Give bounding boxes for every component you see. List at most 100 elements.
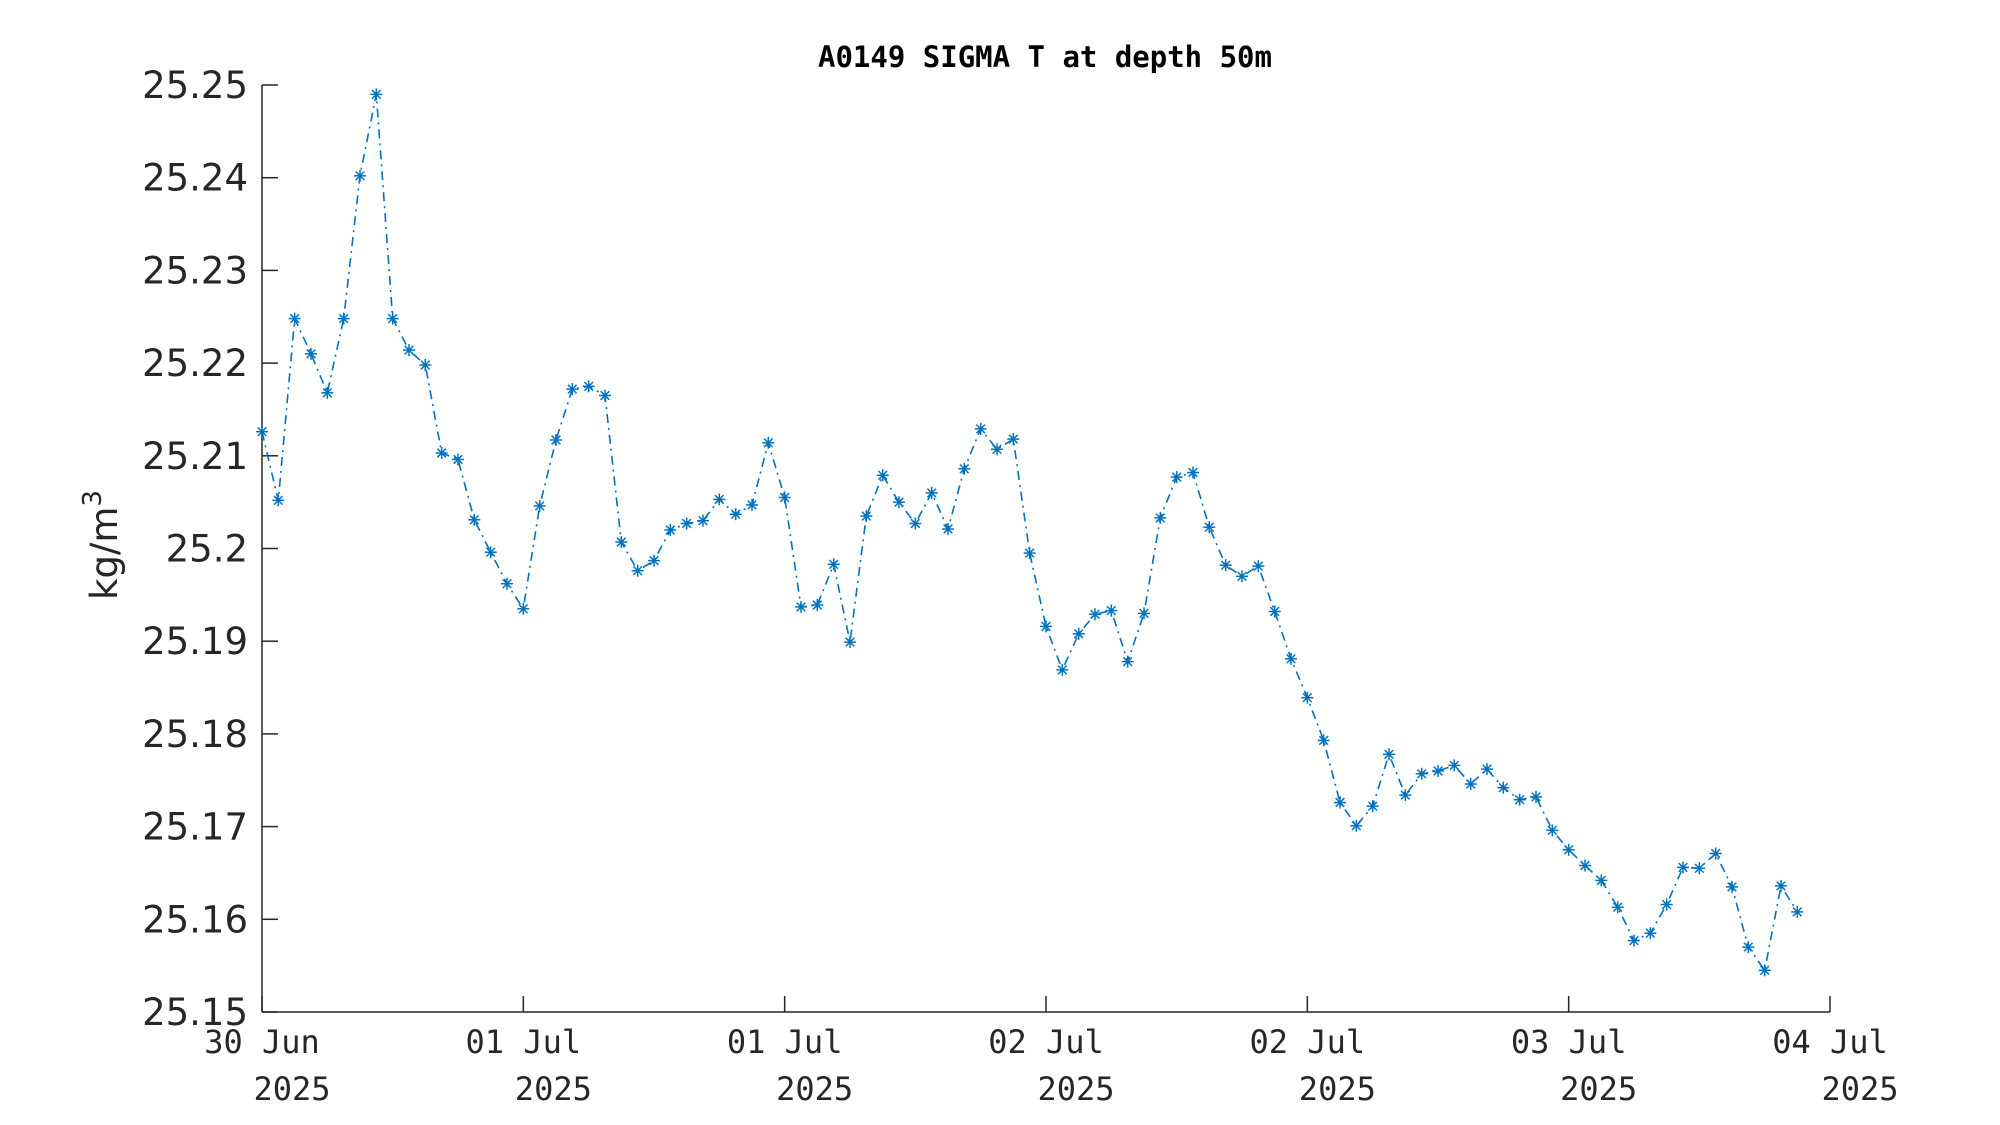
data-point-marker (1530, 790, 1542, 803)
y-tick-label: 25.24 (142, 157, 248, 200)
x-tick-label-day: 01 Jul (466, 1023, 582, 1061)
data-point-marker (1415, 767, 1428, 780)
x-tick-label-year: 2025 (515, 1070, 592, 1108)
data-point-marker (1709, 847, 1722, 860)
data-point-marker (942, 523, 954, 535)
data-point-marker (974, 422, 987, 435)
data-point-marker (1448, 759, 1461, 772)
y-tick-label: 25.15 (142, 991, 248, 1034)
data-point-marker (844, 636, 856, 649)
x-tick-label-year: 2025 (776, 1070, 853, 1108)
data-point-marker (1219, 559, 1232, 572)
data-point-marker (1023, 547, 1036, 560)
data-point-marker (1644, 927, 1657, 940)
y-tick-label: 25.25 (142, 64, 248, 107)
data-point-marker (1236, 570, 1248, 583)
chart-title: A0149 SIGMA T at depth 50m (818, 40, 1272, 74)
data-point-marker (860, 510, 873, 523)
x-tick-label-year: 2025 (253, 1070, 330, 1108)
data-point-marker (566, 383, 579, 396)
data-point-marker (1513, 793, 1526, 806)
data-point-marker (501, 577, 513, 590)
data-point-marker (1660, 898, 1673, 911)
data-point-marker (1546, 824, 1559, 837)
data-point-marker (1383, 748, 1395, 761)
data-point-marker (827, 558, 840, 571)
data-point-marker (1497, 781, 1510, 794)
data-point-marker (1301, 691, 1314, 704)
y-tick-label: 25.16 (142, 898, 248, 941)
data-point-marker (550, 434, 562, 446)
data-point-marker (1268, 605, 1281, 618)
data-point-marker (582, 380, 595, 393)
data-point-marker (1203, 521, 1216, 534)
data-point-marker (876, 469, 889, 482)
data-point-marker (746, 498, 758, 511)
data-point-marker (1758, 964, 1771, 977)
data-point-marker (354, 169, 366, 182)
data-point-marker (680, 517, 693, 530)
data-point-marker (1611, 901, 1624, 914)
data-point-marker (991, 443, 1003, 456)
x-tick-label-day: 30 Jun (204, 1023, 320, 1061)
data-point-marker (778, 491, 791, 504)
data-point-marker (1040, 620, 1052, 633)
x-tick-label-year: 2025 (1821, 1070, 1898, 1108)
y-axis-label-base: kg/m (83, 507, 126, 600)
data-point-marker (1317, 734, 1330, 747)
x-tick-label-year: 2025 (1299, 1070, 1376, 1108)
data-point-marker (1366, 800, 1379, 813)
y-tick-label: 25.18 (142, 713, 248, 756)
data-point-marker (893, 496, 905, 509)
series-layer (256, 88, 1804, 977)
data-point-marker (1791, 905, 1804, 918)
y-axis-label-superscript: 3 (78, 490, 108, 507)
data-point-marker (615, 536, 628, 548)
data-point-marker (1399, 789, 1412, 802)
x-tick-label-year: 2025 (1037, 1070, 1114, 1108)
data-point-marker (1252, 560, 1265, 573)
y-tick-label: 25.22 (142, 342, 248, 385)
data-point-marker (729, 508, 742, 521)
data-point-marker (1187, 466, 1199, 479)
data-point-marker (1726, 880, 1738, 893)
data-point-marker (1481, 763, 1493, 776)
data-point-marker (909, 517, 922, 530)
data-point-marker (648, 554, 660, 567)
data-point-marker (958, 462, 971, 475)
data-point-marker (1105, 604, 1118, 617)
data-point-marker (1138, 607, 1150, 620)
data-point-marker (272, 494, 285, 507)
x-tick-label-day: 04 Jul (1772, 1023, 1888, 1061)
data-point-marker (1170, 471, 1183, 484)
data-point-marker (925, 486, 938, 499)
data-point-marker (811, 599, 824, 611)
y-tick-label: 25.19 (142, 620, 248, 663)
data-point-marker (1072, 627, 1085, 640)
y-tick-label: 25.17 (142, 806, 248, 849)
data-point-marker (452, 453, 464, 466)
y-tick-label: 25.23 (142, 249, 248, 292)
data-point-marker (484, 546, 497, 559)
data-point-marker (256, 425, 268, 438)
data-point-marker (435, 447, 448, 459)
data-point-marker (1154, 511, 1167, 524)
data-point-marker (631, 564, 644, 577)
data-point-marker (321, 386, 334, 399)
x-tick-label-day: 01 Jul (727, 1023, 843, 1061)
data-point-marker (1432, 765, 1444, 777)
y-tick-label: 25.2 (166, 528, 248, 571)
x-tick-label-day: 02 Jul (1250, 1023, 1366, 1061)
data-point-marker (1056, 663, 1069, 676)
data-point-marker (288, 312, 301, 325)
data-point-marker (664, 524, 677, 536)
data-point-marker (795, 600, 807, 613)
data-point-marker (517, 602, 530, 615)
y-axis-label: kg/m3 (78, 490, 126, 600)
data-point-marker (713, 493, 726, 506)
data-point-marker (1562, 843, 1575, 856)
svg-text:kg/m3: kg/m3 (78, 490, 126, 600)
x-tick-label-day: 03 Jul (1511, 1023, 1627, 1061)
data-point-marker (697, 514, 709, 527)
